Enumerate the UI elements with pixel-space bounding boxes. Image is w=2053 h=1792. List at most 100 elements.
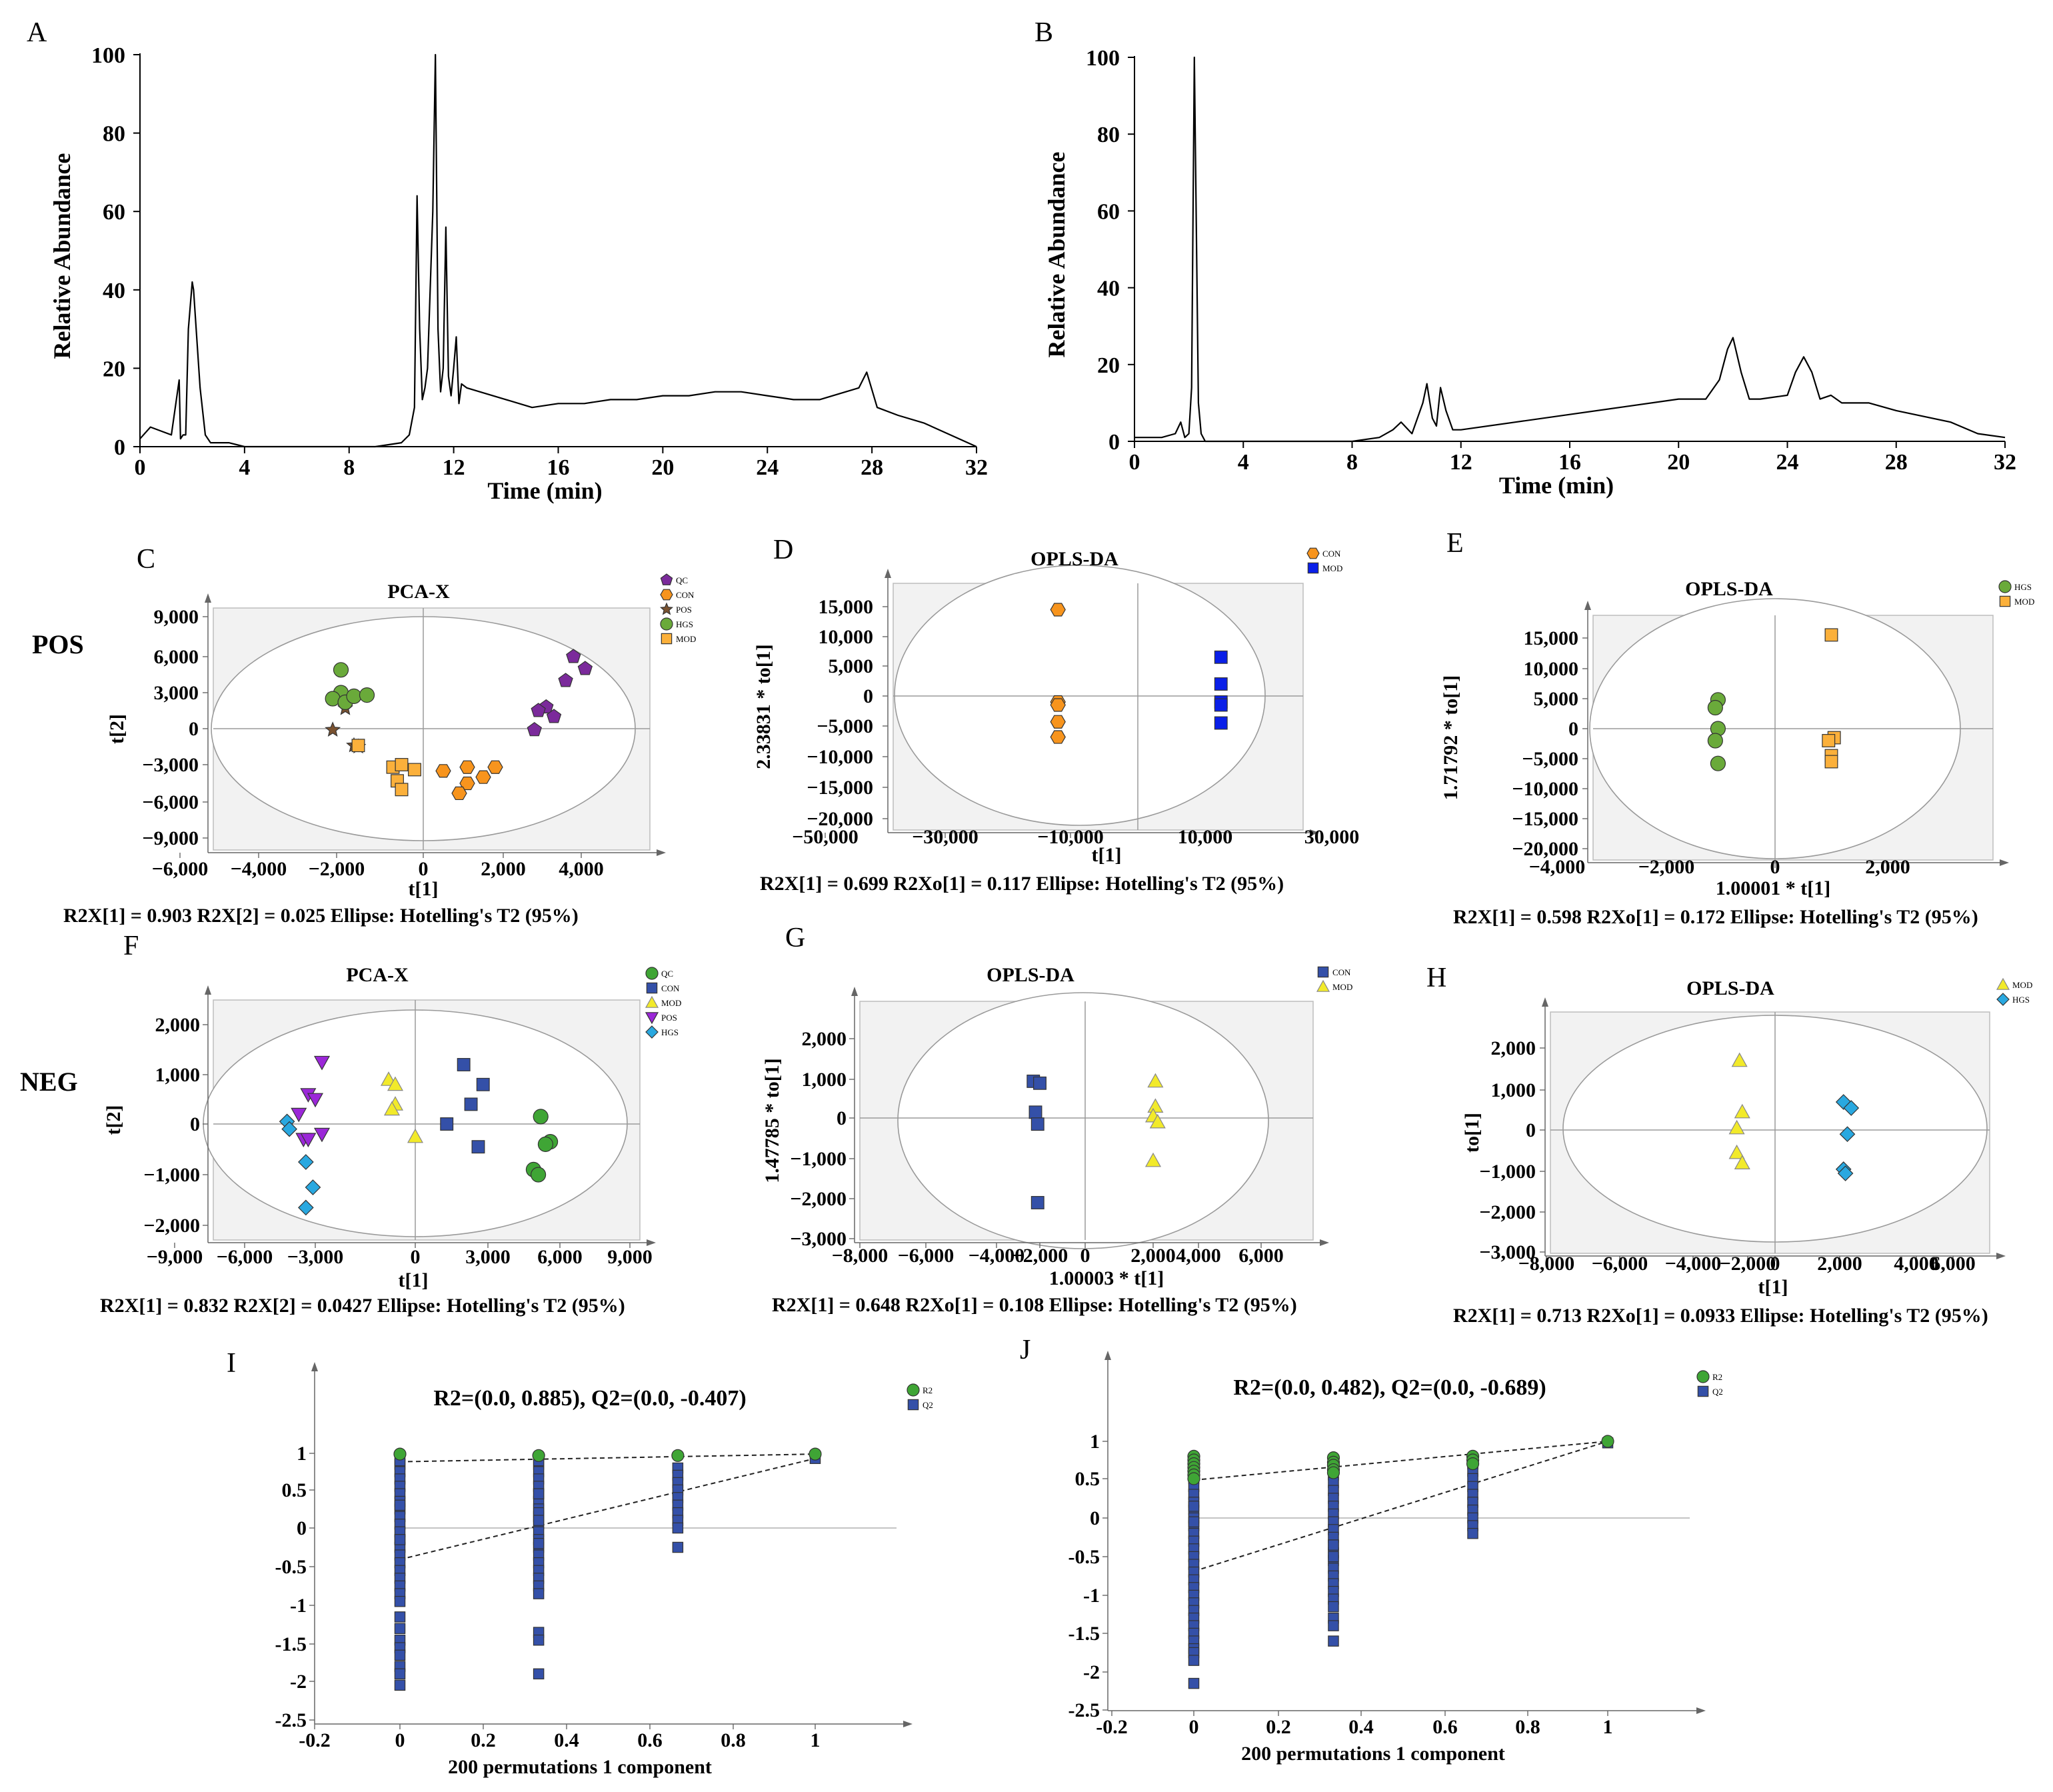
point-mod	[1149, 1113, 1166, 1129]
point-r2	[809, 1447, 822, 1461]
y-tick-label: 5,000	[1534, 688, 1579, 710]
panel-d: D −50,000 −30,000 −10,000 10,000 30,000 15,000…	[753, 535, 1359, 895]
legend-label: QC	[661, 969, 673, 979]
x-tick-label: 32	[1994, 450, 2016, 475]
x-tick-label: 8	[1346, 450, 1358, 475]
regression-line-r2	[399, 1453, 816, 1463]
y-tick-label: −6,000	[142, 791, 199, 813]
y-tick-label: 100	[1086, 46, 1120, 71]
x-axis-arrow	[1696, 1707, 1706, 1714]
x-tick-label: −8,000	[1518, 1253, 1575, 1275]
y-tick-label: −3,000	[1479, 1241, 1536, 1263]
y-tick-label: 0	[1108, 430, 1120, 455]
x-tick-label: −9,000	[147, 1246, 203, 1268]
point-q2	[1328, 1620, 1339, 1631]
x-axis-label: 200 permutations 1 component	[1241, 1743, 1505, 1765]
x-tick-label: 20	[651, 455, 674, 480]
x-axis-label: t[1]	[409, 878, 439, 900]
y-tick-label: 20	[103, 357, 125, 381]
legend-label: R2	[1712, 1372, 1722, 1382]
point-r2	[532, 1449, 545, 1462]
legend-marker	[1697, 1385, 1709, 1397]
legend-label: HGS	[676, 619, 693, 629]
point-con	[459, 776, 475, 791]
point-q2	[533, 1515, 545, 1526]
x-tick-label: −2,000	[309, 858, 365, 880]
point-qc	[558, 673, 573, 687]
y-tick-label: 0.5	[282, 1479, 307, 1501]
chromatogram-line	[139, 53, 977, 448]
x-tick-label: 0	[1189, 1716, 1199, 1738]
legend-label: POS	[661, 1013, 677, 1023]
legend-marker	[645, 1025, 659, 1039]
y-tick-label: −1,000	[790, 1148, 847, 1170]
x-tick-label: 12	[443, 455, 465, 480]
series-hgs	[1707, 692, 1726, 771]
x-tick-label: −2,000	[1012, 1245, 1068, 1267]
legend-label: MOD	[2014, 597, 2034, 607]
point-mod	[1824, 755, 1838, 769]
point-hgs	[1839, 1126, 1856, 1143]
x-tick-label: 0.8	[1515, 1716, 1540, 1738]
y-tick-label: 1,000	[1491, 1079, 1536, 1101]
legend-marker	[1307, 562, 1319, 574]
x-tick-label: 30,000	[1304, 826, 1360, 848]
x-tick-label: 6,000	[1238, 1245, 1284, 1267]
point-mod	[1214, 677, 1228, 691]
legend-marker	[645, 967, 659, 980]
series-mod	[1728, 1052, 1750, 1170]
panel-f: F −9,000 −6,000 −3,000 0 3,000 6,000 9,000 2,000…	[100, 931, 681, 1317]
point-mod	[383, 1101, 401, 1116]
stats-caption: R2X[1] = 0.699 R2Xo[1] = 0.117 Ellipse: …	[760, 873, 1284, 895]
x-tick-label: 4,000	[559, 858, 604, 880]
x-tick-label: 0	[1080, 1245, 1090, 1267]
panel-letter-c: C	[137, 544, 155, 575]
y-tick-label: 1,000	[802, 1069, 847, 1091]
y-tick-label: -0.5	[1068, 1546, 1100, 1568]
x-tick-label: −6,000	[217, 1246, 273, 1268]
y-tick-label: 100	[91, 43, 125, 68]
y-tick-label: -2.5	[1068, 1699, 1100, 1721]
point-r2	[1187, 1472, 1200, 1485]
point-mod	[1147, 1073, 1164, 1088]
y-axis-label: Relative Abundance	[49, 153, 75, 359]
y-tick-label: −1,000	[1479, 1161, 1536, 1183]
hotelling-ellipse	[894, 565, 1266, 826]
y-tick-label: -0.5	[275, 1556, 307, 1578]
stats-caption: R2X[1] = 0.713 R2Xo[1] = 0.0933 Ellipse:…	[1453, 1305, 1988, 1327]
point-q2	[533, 1537, 545, 1549]
y-tick-label: 0	[189, 718, 199, 740]
x-tick-label: 9,000	[607, 1246, 653, 1268]
x-axis-arrow	[647, 1239, 656, 1246]
series-hgs	[1835, 1094, 1860, 1181]
point-mod	[1822, 734, 1836, 747]
y-tick-label: 15,000	[1524, 627, 1579, 649]
x-tick-label: 20	[1667, 450, 1690, 475]
point-q2	[533, 1668, 545, 1680]
legend-marker	[660, 589, 673, 601]
point-r2	[1466, 1457, 1480, 1471]
series-hgs	[325, 662, 375, 711]
x-axis-label: Time (min)	[1499, 472, 1614, 499]
x-tick-label: 0.2	[471, 1729, 496, 1751]
series-mod	[380, 1071, 424, 1143]
point-qc	[527, 722, 542, 737]
point-qc	[566, 649, 581, 663]
point-hgs	[1710, 755, 1726, 771]
panel-letter-i: I	[227, 1348, 236, 1379]
point-q2	[1328, 1539, 1339, 1551]
point-mod	[351, 739, 365, 753]
x-tick-label: 0	[411, 1246, 421, 1268]
y-tick-label: 0	[1568, 718, 1578, 740]
x-axis-label: t[1]	[1758, 1276, 1788, 1298]
chart-title: PCA-X	[387, 581, 450, 603]
point-r2	[1601, 1435, 1614, 1448]
chart-title: R2=(0.0, 0.482), Q2=(0.0, -0.689)	[1233, 1375, 1546, 1400]
y-tick-label: 2,000	[155, 1014, 201, 1036]
y-tick-label: 9,000	[154, 606, 199, 628]
x-tick-label: 2,000	[1130, 1245, 1176, 1267]
point-con	[459, 760, 475, 774]
panel-j: J -0.2 0 0.2 0.4 0.6 0.8 1 1 0.5 0 -0.5 -1 -1.5 -2 -2.5…	[1020, 1335, 1723, 1765]
y-axis-arrow	[311, 1362, 318, 1371]
point-con	[1030, 1196, 1044, 1209]
